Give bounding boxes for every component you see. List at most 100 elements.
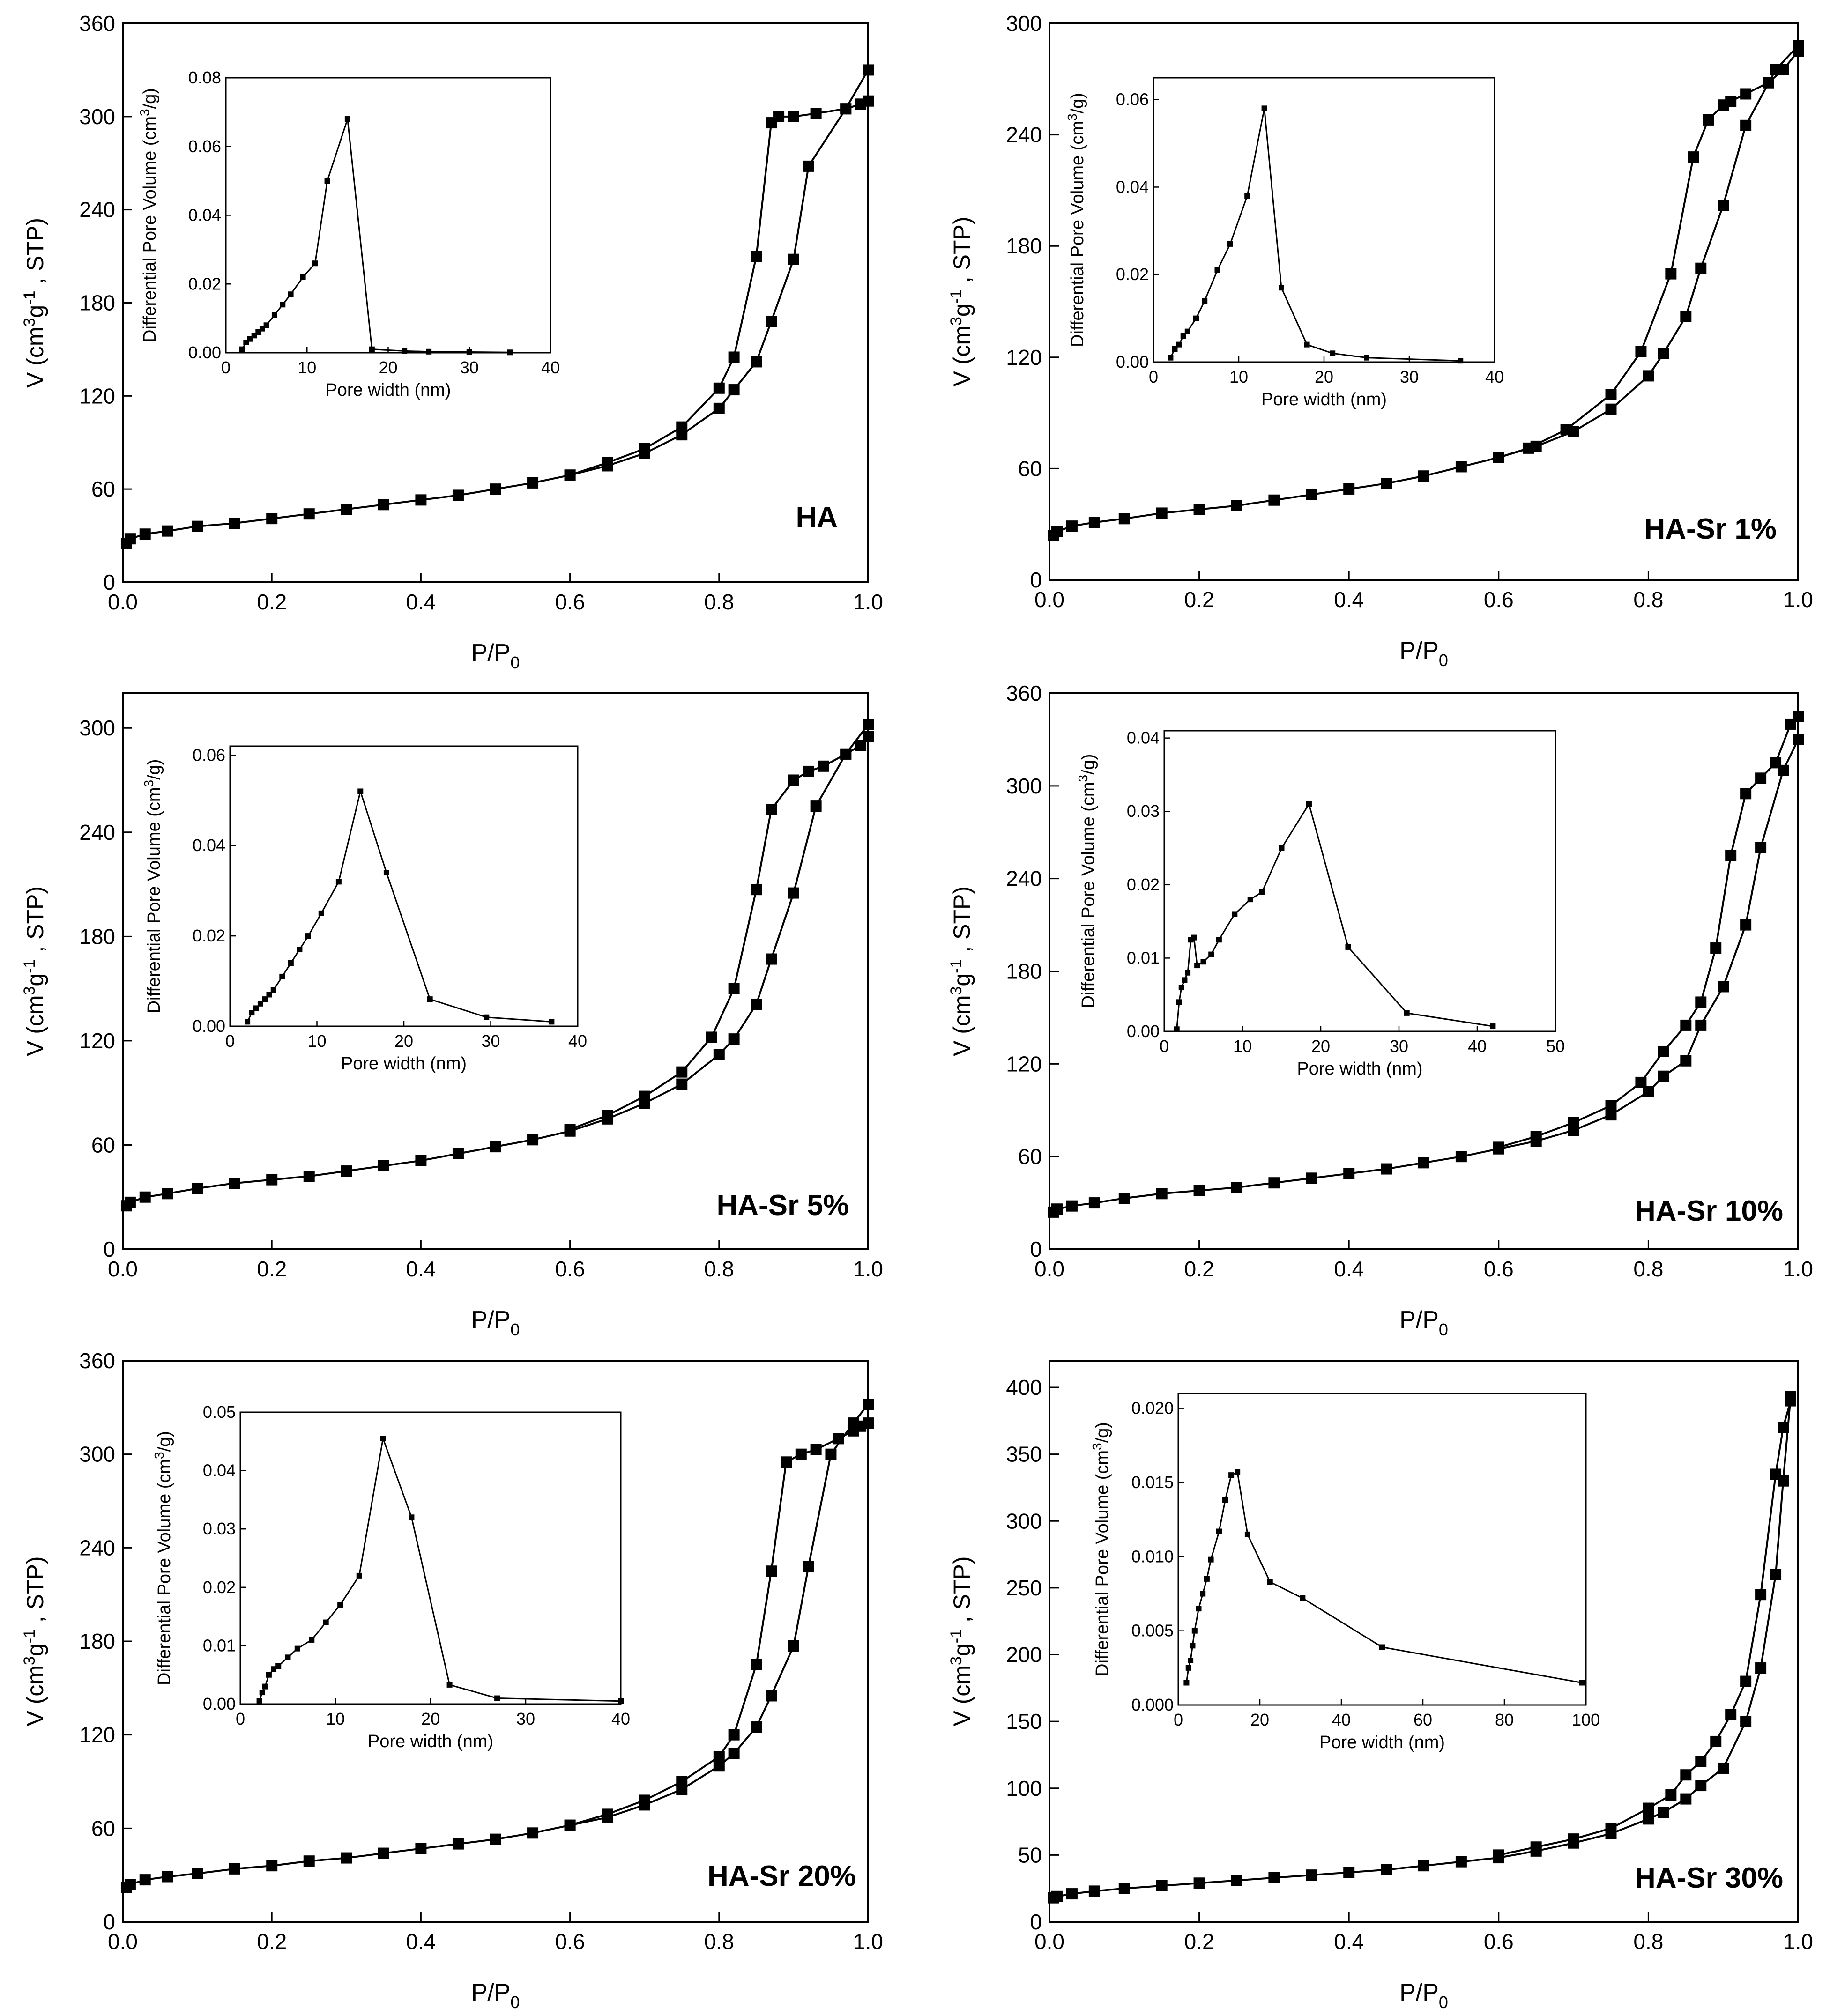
adsorption-marker [341, 1852, 352, 1864]
adsorption-marker [1658, 1807, 1669, 1818]
desorption-marker [1680, 1769, 1692, 1781]
main-y-tick-label: 180 [1006, 234, 1042, 258]
inset-y-tick-label: 0.00 [1127, 1022, 1160, 1041]
inset-x-tick-label: 50 [1546, 1037, 1565, 1056]
pore-distribution-marker [1267, 1579, 1273, 1585]
desorption-marker [833, 1433, 844, 1445]
inset-x-axis-title: Pore width (nm) [1297, 1059, 1422, 1079]
main-y-tick-label: 60 [91, 1133, 115, 1157]
adsorption-marker [139, 1191, 151, 1203]
pore-distribution-marker [1404, 1010, 1410, 1016]
adsorption-marker [192, 1183, 203, 1194]
inset-x-tick-label: 20 [1311, 1037, 1330, 1056]
pore-distribution-marker [1190, 1643, 1196, 1649]
adsorption-marker [1418, 1157, 1429, 1169]
adsorption-marker [1051, 526, 1063, 538]
desorption-line [569, 100, 869, 476]
main-y-tick-label: 240 [79, 820, 115, 845]
main-x-tick-label: 1.0 [853, 1929, 883, 1954]
desorption-marker [751, 884, 762, 896]
main-y-tick-label: 240 [1006, 867, 1042, 891]
y-axis-title-part: , STP) [22, 218, 48, 291]
main-x-tick-label: 0.6 [1484, 1929, 1514, 1954]
pore-distribution-marker [1200, 959, 1206, 965]
inset-x-tick-label: 10 [326, 1709, 345, 1728]
pore-distribution-line [241, 119, 510, 353]
desorption-marker [676, 421, 688, 433]
pore-distribution-marker [1345, 944, 1351, 950]
desorption-marker [713, 1751, 725, 1763]
main-x-tick-label: 0.0 [108, 590, 138, 614]
adsorption-marker [1193, 1877, 1205, 1889]
y-axis-title-superscript: 3 [947, 1656, 965, 1665]
desorption-marker [639, 1090, 650, 1102]
main-y-tick-label: 360 [79, 1349, 115, 1373]
adsorption-marker [751, 1721, 762, 1733]
desorption-marker [1710, 942, 1722, 954]
desorption-marker [676, 1066, 688, 1078]
desorption-marker [840, 748, 852, 760]
sample-label: HA-Sr 20% [707, 1860, 856, 1892]
adsorption-marker [139, 528, 151, 540]
pore-distribution-marker [1330, 350, 1336, 356]
desorption-marker [1493, 1849, 1504, 1861]
inset-y-tick-label: 0.00 [188, 343, 221, 362]
main-frame [1049, 22, 1799, 581]
inset-frame [1163, 730, 1556, 1032]
x-axis-title-subscript: 0 [1439, 651, 1448, 670]
x-axis-title-subscript: 0 [510, 1320, 520, 1339]
adsorption-marker [1066, 1200, 1078, 1212]
desorption-marker [1493, 1141, 1504, 1153]
main-y-tick-label: 60 [91, 477, 115, 501]
inset-y-tick-label: 0.06 [188, 137, 221, 156]
desorption-marker [728, 1729, 740, 1741]
inset-y-tick-label: 0.000 [1131, 1695, 1174, 1714]
inset-x-tick-label: 10 [298, 358, 316, 377]
desorption-marker [1605, 389, 1617, 400]
main-y-tick-label: 120 [79, 1029, 115, 1053]
x-axis-title: P/P0 [1399, 637, 1448, 670]
main-x-tick-label: 0.8 [704, 590, 734, 614]
adsorption-marker [1306, 1869, 1317, 1881]
inset-x-tick-label: 20 [1250, 1710, 1269, 1729]
adsorption-marker [803, 160, 814, 172]
x-axis-title-subscript: 0 [510, 653, 520, 672]
adsorption-marker [766, 1690, 777, 1702]
adsorption-marker [162, 1871, 173, 1883]
desorption-marker [1523, 442, 1534, 454]
pore-distribution-marker [300, 274, 306, 280]
main-y-tick-label: 200 [1006, 1643, 1042, 1667]
x-axis-title: P/P0 [471, 1306, 520, 1339]
desorption-marker [1530, 1131, 1542, 1142]
pore-distribution-marker [305, 933, 311, 939]
desorption-marker [1530, 1841, 1542, 1853]
main-x-tick-label: 0.8 [1633, 1257, 1663, 1281]
y-axis-title-part: V (cm [949, 326, 975, 387]
pore-distribution-marker [1172, 346, 1178, 352]
adsorption-marker [1381, 1864, 1392, 1875]
adsorption-marker [1455, 1856, 1467, 1868]
adsorption-marker [788, 887, 799, 899]
adsorption-marker [192, 520, 203, 532]
adsorption-marker [527, 1827, 539, 1839]
x-axis-title-main: P/P [1399, 637, 1439, 664]
adsorption-marker [192, 1868, 203, 1879]
x-axis-title-subscript: 0 [1439, 1993, 1448, 2012]
main-y-tick-label: 360 [1006, 681, 1042, 705]
pore-distribution-marker [549, 1019, 555, 1025]
pore-distribution-marker [337, 1602, 343, 1608]
adsorption-marker [1051, 1890, 1063, 1902]
inset-x-tick-label: 10 [1233, 1037, 1252, 1056]
inset-y-axis-title: Differential Pore Volume (cm3/g) [1076, 754, 1098, 1008]
desorption-marker [676, 1776, 688, 1787]
adsorption-marker [1770, 1569, 1782, 1580]
inset-y-axis-title-superscript: 3 [137, 109, 152, 116]
adsorption-marker [415, 494, 427, 506]
inset-x-tick-label: 0 [221, 358, 231, 377]
pore-distribution-marker [1185, 1665, 1191, 1671]
pore-distribution-marker [1490, 1023, 1496, 1030]
desorption-marker [1725, 850, 1737, 861]
main-x-tick-label: 1.0 [853, 1257, 883, 1281]
main-x-tick-label: 0.6 [1484, 1257, 1514, 1281]
